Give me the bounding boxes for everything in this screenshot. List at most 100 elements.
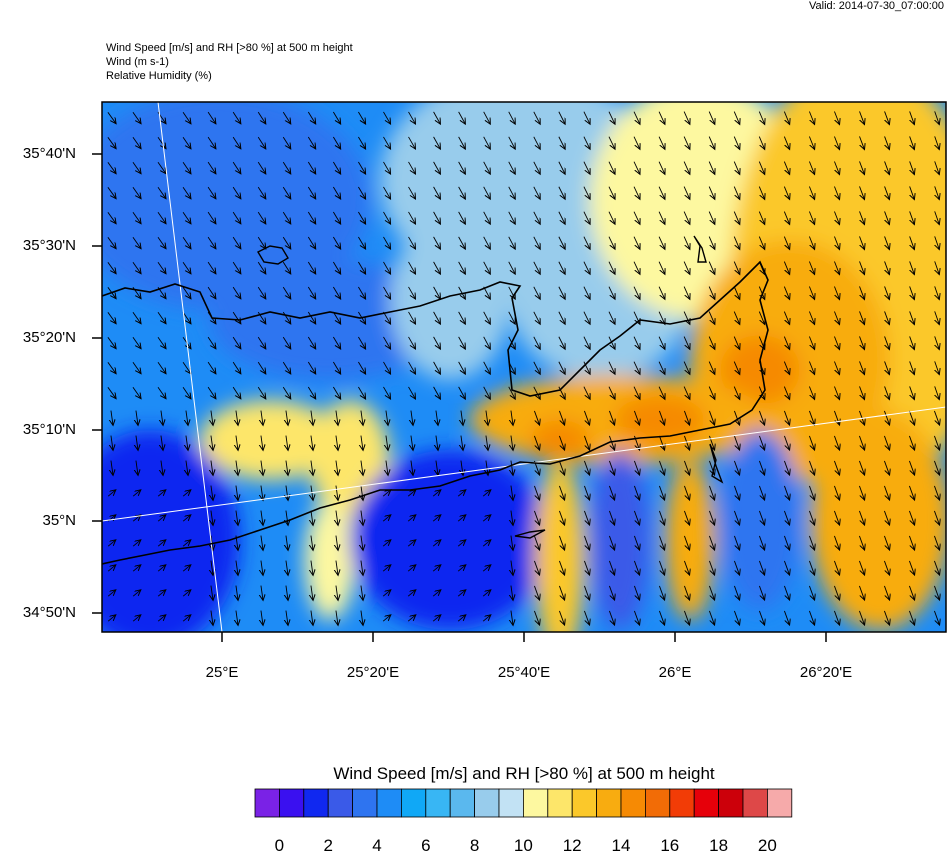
wind-arrow — [336, 535, 338, 551]
wind-arrow — [483, 261, 491, 274]
wind-arrow — [558, 361, 565, 375]
wind-arrow — [332, 361, 340, 374]
wind-arrow — [261, 485, 263, 501]
wind-arrow — [809, 485, 814, 500]
wind-arrow — [483, 136, 491, 149]
wind-arrow — [809, 535, 814, 550]
wind-arrow — [884, 610, 889, 625]
wind-arrow — [411, 460, 413, 476]
wind-arrow — [608, 261, 615, 275]
wind-arrow — [311, 460, 313, 476]
wind-arrow — [709, 510, 714, 525]
wind-arrow — [683, 386, 690, 400]
wind-arrow — [534, 585, 539, 600]
legend-swatch — [449, 788, 476, 818]
wind-arrow — [683, 136, 690, 150]
wind-arrow — [559, 610, 564, 625]
wind-arrow — [758, 211, 764, 225]
wind-arrow — [734, 510, 739, 525]
lat-label-35: 35°N — [42, 512, 76, 529]
wind-arrow — [458, 211, 466, 224]
wind-arrow — [408, 311, 416, 324]
wind-arrow — [784, 560, 789, 575]
wind-arrow — [533, 211, 540, 224]
wind-arrow — [311, 435, 313, 451]
wind-arrow — [733, 286, 740, 300]
wind-arrow — [186, 460, 188, 476]
wind-arrow — [583, 186, 590, 200]
wind-arrow — [884, 410, 889, 425]
wind-arrow — [508, 236, 516, 249]
wind-arrow — [683, 286, 690, 300]
wind-arrow — [157, 615, 166, 622]
wind-arrow — [658, 261, 665, 275]
coastline-north — [102, 260, 769, 565]
wind-arrow — [733, 186, 740, 200]
wind-arrow — [533, 161, 540, 174]
wind-arrow — [533, 286, 540, 299]
wind-arrow — [157, 261, 166, 274]
wind-arrow — [107, 590, 116, 597]
wind-arrow — [834, 211, 839, 224]
wind-arrow — [257, 211, 266, 224]
lon-label-26: 26°E — [658, 664, 692, 681]
wind-arrow — [332, 236, 340, 249]
wind-arrow — [783, 136, 789, 150]
wind-arrow — [232, 111, 241, 124]
wind-arrow — [483, 386, 491, 399]
wind-arrow — [508, 161, 516, 174]
wind-arrow — [558, 311, 565, 325]
wind-arrow — [859, 311, 865, 324]
wind-arrow — [182, 361, 191, 374]
wind-arrow — [758, 136, 764, 150]
wind-arrow — [910, 161, 915, 174]
wind-arrow — [934, 510, 939, 525]
wind-arrow — [182, 540, 191, 547]
legend-swatch — [523, 788, 549, 818]
wind-arrow — [432, 565, 441, 572]
wind-arrow — [282, 386, 290, 399]
wind-arrow — [884, 186, 890, 199]
wind-arrow — [157, 490, 166, 497]
wind-arrow — [383, 336, 390, 349]
wind-arrow — [909, 560, 914, 575]
wind-arrow — [307, 311, 315, 324]
wind-arrow — [910, 186, 915, 199]
wind-arrow — [684, 585, 689, 600]
wind-arrow — [758, 386, 764, 400]
legend-swatch — [767, 788, 793, 818]
wind-arrow — [934, 610, 939, 625]
wind-arrow — [407, 515, 416, 522]
wind-arrow — [307, 386, 315, 399]
wind-arrow — [286, 485, 288, 501]
wind-arrow — [935, 336, 940, 349]
wind-arrow — [483, 336, 491, 349]
wind-arrow — [859, 336, 865, 349]
wind-arrow — [935, 186, 940, 199]
wind-arrow — [482, 590, 491, 597]
wind-arrow — [383, 286, 390, 299]
wind-arrow — [733, 261, 740, 275]
wind-arrow — [361, 535, 363, 551]
wind-arrow — [182, 311, 191, 324]
wind-arrow — [834, 161, 839, 174]
lon-label-25-20: 25°20'E — [346, 664, 400, 681]
wind-arrow — [107, 262, 116, 273]
wind-arrow — [282, 261, 290, 274]
wind-arrow — [482, 615, 491, 622]
wind-arrow — [759, 535, 764, 550]
wind-arrow — [583, 161, 590, 175]
wind-arrow — [107, 565, 116, 572]
wind-arrow — [633, 186, 640, 200]
wind-arrow — [935, 161, 940, 174]
wind-arrow — [358, 111, 365, 124]
lat-label-35-40: 35°40'N — [22, 145, 76, 162]
wind-arrow — [311, 510, 313, 526]
wind-arrow — [107, 387, 116, 398]
legend-swatch — [742, 788, 768, 818]
wind-arrow — [282, 336, 290, 349]
wind-arrow — [584, 485, 589, 500]
wind-arrow — [483, 161, 491, 174]
wind-arrow — [232, 136, 241, 149]
wind-arrow — [733, 386, 740, 400]
